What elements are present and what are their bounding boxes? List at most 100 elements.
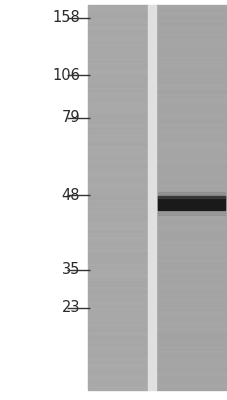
- Bar: [88, 123, 147, 125]
- Bar: [88, 353, 147, 355]
- Bar: [155, 374, 227, 376]
- Bar: [88, 92, 147, 94]
- Bar: [88, 185, 147, 187]
- Bar: [88, 307, 147, 309]
- Bar: [155, 388, 227, 390]
- Bar: [155, 289, 227, 291]
- Bar: [155, 355, 227, 357]
- Bar: [88, 200, 147, 202]
- Bar: [88, 44, 147, 46]
- Bar: [88, 71, 147, 73]
- Bar: [88, 204, 147, 206]
- Bar: [88, 160, 147, 162]
- Bar: [155, 100, 227, 102]
- Bar: [155, 138, 227, 140]
- Bar: [88, 13, 147, 15]
- Bar: [155, 224, 227, 226]
- Bar: [88, 256, 147, 258]
- Bar: [88, 318, 147, 320]
- Bar: [155, 187, 227, 189]
- Bar: [155, 94, 227, 96]
- Bar: [155, 160, 227, 162]
- Bar: [155, 204, 227, 206]
- Bar: [88, 104, 147, 106]
- Bar: [88, 135, 147, 136]
- Bar: [88, 284, 147, 286]
- Bar: [88, 334, 147, 336]
- Bar: [88, 268, 147, 270]
- Bar: [88, 258, 147, 260]
- Bar: [155, 233, 227, 235]
- Bar: [155, 18, 227, 20]
- Bar: [88, 254, 147, 256]
- Bar: [155, 115, 227, 117]
- Bar: [88, 96, 147, 98]
- Bar: [155, 282, 227, 284]
- Bar: [155, 340, 227, 342]
- Bar: [155, 119, 227, 121]
- Bar: [88, 22, 147, 24]
- Bar: [88, 140, 147, 142]
- Bar: [155, 36, 227, 38]
- Bar: [155, 148, 227, 150]
- Bar: [88, 24, 147, 26]
- Bar: [88, 224, 147, 226]
- Bar: [155, 239, 227, 241]
- Bar: [88, 38, 147, 40]
- Bar: [88, 293, 147, 295]
- Bar: [155, 52, 227, 53]
- Bar: [155, 372, 227, 374]
- Bar: [88, 28, 147, 30]
- Bar: [88, 73, 147, 75]
- Bar: [155, 380, 227, 382]
- Bar: [88, 276, 147, 278]
- Bar: [155, 9, 227, 11]
- Bar: [88, 247, 147, 249]
- Bar: [88, 67, 147, 69]
- Bar: [155, 241, 227, 243]
- Bar: [88, 245, 147, 247]
- Bar: [88, 342, 147, 344]
- Bar: [155, 284, 227, 286]
- Bar: [88, 369, 147, 371]
- Bar: [155, 108, 227, 110]
- Bar: [155, 152, 227, 154]
- Bar: [88, 173, 147, 175]
- Bar: [155, 22, 227, 24]
- Bar: [155, 20, 227, 22]
- Bar: [88, 11, 147, 13]
- Bar: [88, 226, 147, 228]
- Bar: [155, 96, 227, 98]
- Bar: [88, 374, 147, 376]
- Bar: [88, 76, 147, 78]
- Bar: [155, 194, 227, 196]
- Text: 23: 23: [61, 300, 80, 316]
- Bar: [88, 142, 147, 144]
- Bar: [88, 251, 147, 253]
- Bar: [155, 230, 227, 231]
- Bar: [155, 303, 227, 305]
- Bar: [88, 150, 147, 152]
- Bar: [88, 324, 147, 326]
- Bar: [155, 220, 227, 222]
- Bar: [155, 140, 227, 142]
- Bar: [155, 264, 227, 266]
- Bar: [155, 185, 227, 187]
- Bar: [155, 42, 227, 44]
- Bar: [88, 349, 147, 351]
- Bar: [88, 297, 147, 299]
- Bar: [155, 276, 227, 278]
- Bar: [88, 235, 147, 237]
- Bar: [155, 245, 227, 247]
- Bar: [88, 288, 147, 289]
- Bar: [88, 336, 147, 338]
- Bar: [155, 17, 227, 18]
- Bar: [88, 314, 147, 316]
- Bar: [155, 226, 227, 228]
- Bar: [155, 55, 227, 57]
- Bar: [155, 117, 227, 119]
- Bar: [155, 177, 227, 179]
- Text: 106: 106: [52, 68, 80, 82]
- Bar: [88, 332, 147, 334]
- Bar: [155, 376, 227, 378]
